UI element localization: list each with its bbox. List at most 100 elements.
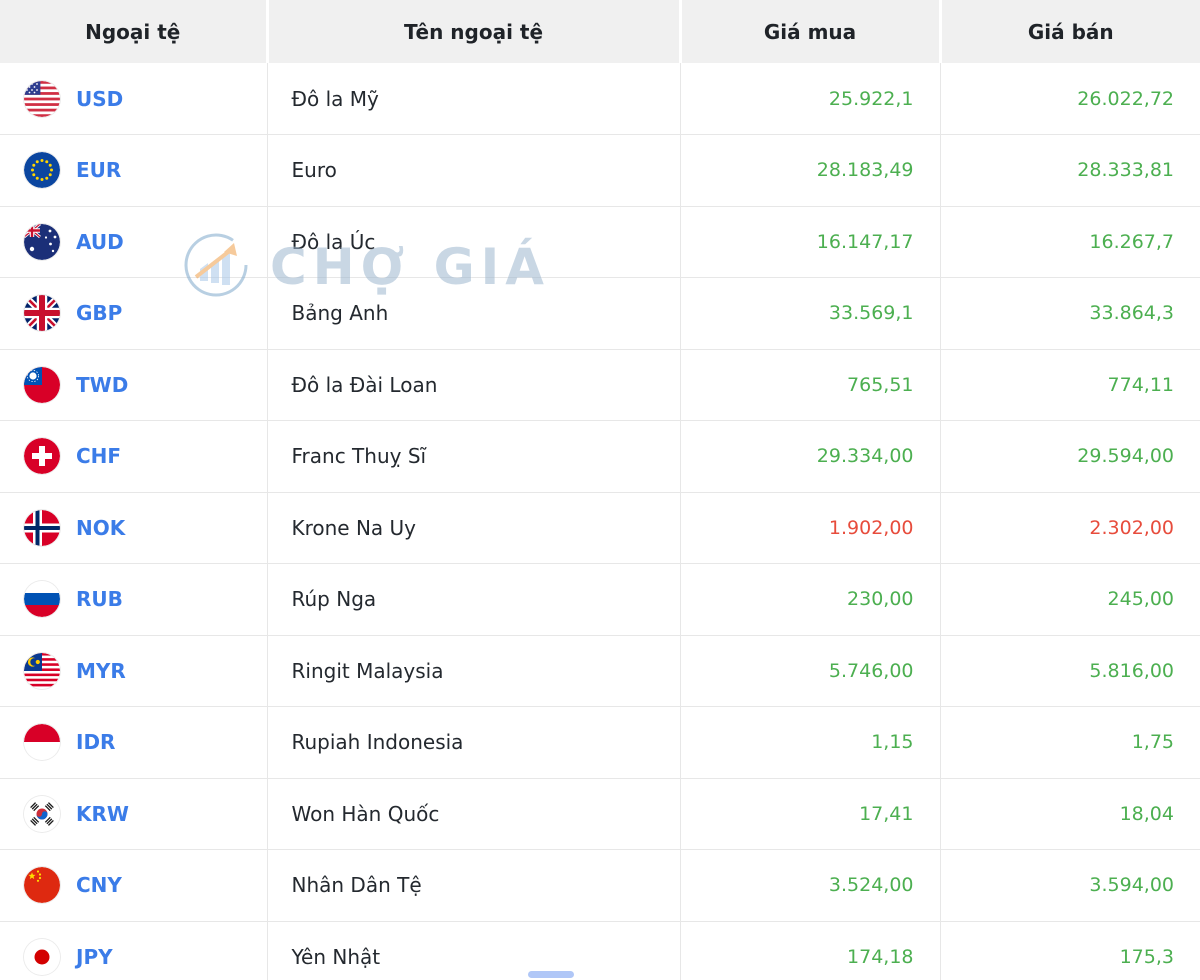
horizontal-scrollbar-thumb[interactable] (528, 971, 574, 978)
sell-price: 33.864,3 (939, 277, 1200, 350)
currency-cell: NOK (0, 492, 267, 564)
buy-price: 5.746,00 (679, 635, 940, 707)
sell-price: 774,11 (939, 349, 1200, 421)
buy-price: 29.334,00 (679, 420, 940, 493)
currency-name: Đô la Đài Loan (266, 349, 680, 421)
currency-name: Krone Na Uy (266, 492, 680, 564)
currency-name: Rúp Nga (266, 563, 680, 636)
flag-krw-icon (24, 795, 60, 832)
sell-price: 245,00 (939, 563, 1200, 636)
currency-code-link[interactable]: IDR (76, 730, 116, 755)
buy-price: 25.922,1 (679, 63, 940, 135)
table-row-usd: USD Đô la Mỹ 25.922,1 26.022,72 (0, 63, 1200, 135)
sell-price: 3.594,00 (939, 849, 1200, 922)
currency-name: Bảng Anh (266, 277, 680, 350)
currency-cell: TWD (0, 349, 267, 421)
sell-price: 18,04 (939, 778, 1200, 850)
currency-code-link[interactable]: CHF (76, 444, 122, 469)
buy-price: 33.569,1 (679, 277, 940, 350)
currency-name: Euro (266, 134, 680, 207)
buy-price: 765,51 (679, 349, 940, 421)
currency-code-link[interactable]: TWD (76, 372, 129, 397)
flag-rub-icon (24, 581, 60, 618)
column-header-sell-price: Giá bán (938, 0, 1200, 63)
table-row-cny: CNY Nhân Dân Tệ 3.524,00 3.594,00 (0, 849, 1200, 922)
currency-code-link[interactable]: MYR (76, 658, 126, 683)
currency-code-link[interactable]: GBP (76, 301, 123, 326)
table-row-nok: NOK Krone Na Uy 1.902,00 2.302,00 (0, 492, 1200, 564)
currency-code-link[interactable]: NOK (76, 515, 126, 540)
table-row-myr: MYR Ringit Malaysia 5.746,00 5.816,00 (0, 635, 1200, 707)
currency-cell: EUR (0, 134, 267, 207)
buy-price: 174,18 (679, 921, 940, 980)
flag-gbp-icon (24, 295, 60, 332)
rates-table-body: USD Đô la Mỹ 25.922,1 26.022,72 EUR Euro 28.18… (0, 63, 1200, 980)
currency-cell: IDR (0, 706, 267, 779)
flag-usd-icon (24, 80, 60, 117)
buy-price: 3.524,00 (679, 849, 940, 922)
currency-name: Won Hàn Quốc (266, 778, 680, 850)
flag-jpy-icon (24, 938, 60, 975)
currency-cell: JPY (0, 921, 267, 980)
currency-cell: GBP (0, 277, 267, 350)
currency-cell: CHF (0, 420, 267, 493)
currency-cell: CNY (0, 849, 267, 922)
currency-cell: USD (0, 63, 267, 135)
table-row-krw: KRW Won Hàn Quốc 17,41 18,04 (0, 778, 1200, 850)
buy-price: 230,00 (679, 563, 940, 636)
sell-price: 16.267,7 (939, 206, 1200, 278)
buy-price: 17,41 (679, 778, 940, 850)
currency-cell: KRW (0, 778, 267, 850)
sell-price: 5.816,00 (939, 635, 1200, 707)
currency-name: Franc Thuỵ Sĩ (266, 420, 680, 493)
sell-price: 175,3 (939, 921, 1200, 980)
flag-aud-icon (24, 223, 60, 260)
flag-nok-icon (24, 509, 60, 546)
table-row-gbp: GBP Bảng Anh 33.569,1 33.864,3 (0, 277, 1200, 350)
flag-twd-icon (24, 366, 60, 403)
currency-code-link[interactable]: AUD (76, 229, 124, 254)
flag-eur-icon (24, 152, 60, 189)
sell-price: 29.594,00 (939, 420, 1200, 493)
currency-name: Đô la Mỹ (266, 63, 680, 135)
buy-price: 28.183,49 (679, 134, 940, 207)
table-row-idr: IDR Rupiah Indonesia 1,15 1,75 (0, 706, 1200, 779)
sell-price: 1,75 (939, 706, 1200, 779)
table-row-eur: EUR Euro 28.183,49 28.333,81 (0, 134, 1200, 207)
flag-chf-icon (24, 438, 60, 475)
currency-name: Đô la Úc (266, 206, 680, 278)
flag-cny-icon (24, 867, 60, 904)
table-row-twd: TWD Đô la Đài Loan 765,51 774,11 (0, 349, 1200, 421)
currency-code-link[interactable]: JPY (76, 944, 113, 969)
currency-code-link[interactable]: EUR (76, 158, 122, 183)
sell-price: 2.302,00 (939, 492, 1200, 564)
flag-myr-icon (24, 652, 60, 689)
sell-price: 28.333,81 (939, 134, 1200, 207)
currency-name: Rupiah Indonesia (266, 706, 680, 779)
table-row-aud: AUD Đô la Úc 16.147,17 16.267,7 (0, 206, 1200, 278)
table-row-rub: RUB Rúp Nga 230,00 245,00 (0, 563, 1200, 636)
buy-price: 16.147,17 (679, 206, 940, 278)
buy-price: 1,15 (679, 706, 940, 779)
table-row-chf: CHF Franc Thuỵ Sĩ 29.334,00 29.594,00 (0, 420, 1200, 493)
table-header: Ngoại tệ Tên ngoại tệ Giá mua Giá bán (0, 0, 1200, 63)
column-header-buy-price: Giá mua (678, 0, 940, 63)
buy-price: 1.902,00 (679, 492, 940, 564)
sell-price: 26.022,72 (939, 63, 1200, 135)
currency-cell: MYR (0, 635, 267, 707)
currency-code-link[interactable]: KRW (76, 801, 129, 826)
currency-name: Nhân Dân Tệ (266, 849, 680, 922)
currency-code-link[interactable]: CNY (76, 873, 122, 898)
flag-idr-icon (24, 724, 60, 761)
currency-code-link[interactable]: USD (76, 86, 124, 111)
table-row-jpy: JPY Yên Nhật 174,18 175,3 (0, 921, 1200, 980)
currency-cell: RUB (0, 563, 267, 636)
currency-name: Ringit Malaysia (266, 635, 680, 707)
column-header-currency: Ngoại tệ (0, 0, 267, 63)
currency-code-link[interactable]: RUB (76, 587, 123, 612)
currency-cell: AUD (0, 206, 267, 278)
currency-name: Yên Nhật (266, 921, 680, 980)
column-header-currency-name: Tên ngoại tệ (265, 0, 680, 63)
